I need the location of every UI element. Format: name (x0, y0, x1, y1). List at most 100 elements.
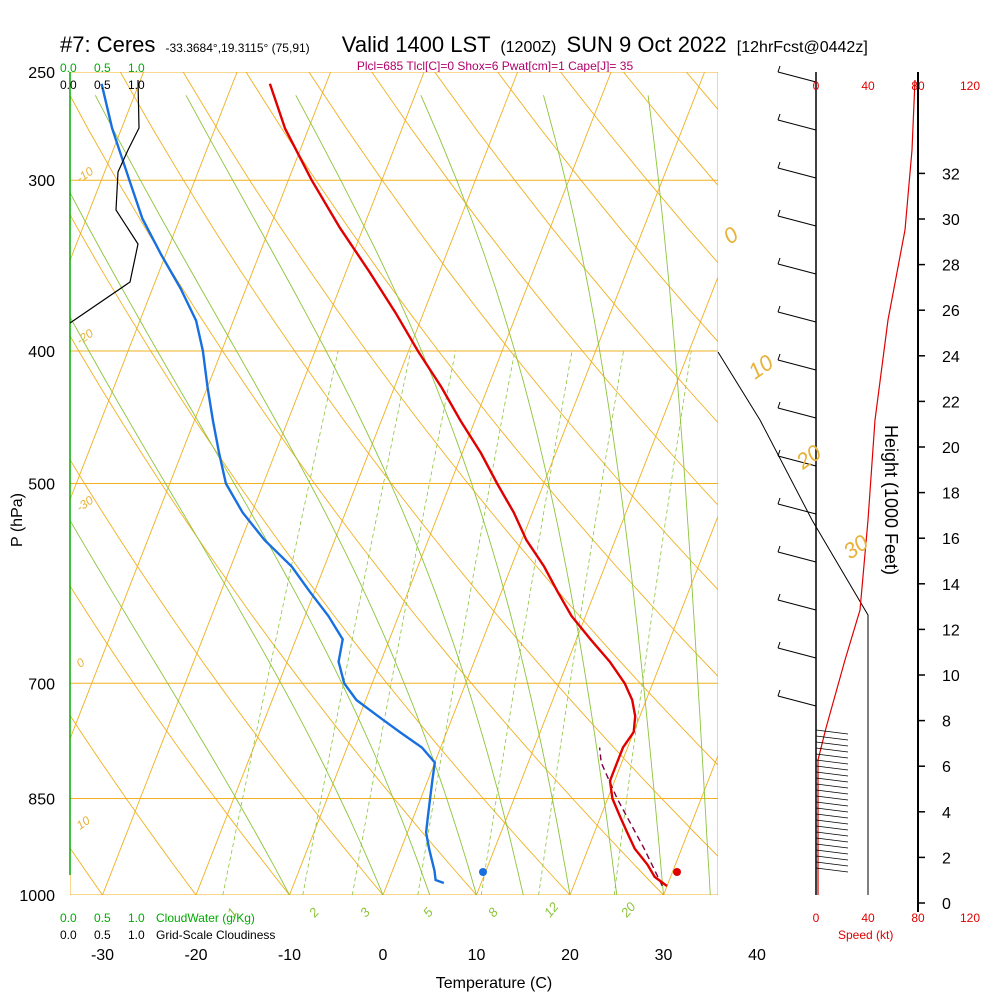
moist-adiabat (647, 95, 711, 895)
wind-barb-low (815, 837, 849, 843)
height-tick-6: 6 (942, 759, 951, 776)
mixing-ratio-line (302, 350, 412, 895)
chart-title: #7: Ceres -33.3684°,19.3115° (75,91) Val… (60, 32, 868, 57)
wind-barb-low (815, 819, 849, 825)
wind-barb-low (815, 807, 849, 813)
dry-adiabat (308, 72, 718, 591)
wind-barb-flag (777, 545, 781, 553)
mixing-ratio-line (222, 350, 339, 895)
pressure-tick-400: 400 (28, 344, 55, 361)
dry-adiabat (749, 72, 1000, 895)
speed-profile-line (817, 79, 916, 895)
cloud-black-1-bottom: 1.0 (128, 928, 145, 942)
height-tick-0: 0 (942, 896, 951, 913)
thermo-grid (70, 72, 1000, 895)
wind-barb-flag (777, 593, 781, 601)
isotherm-label: 10 (744, 349, 779, 384)
wind-barb (777, 455, 817, 467)
title-forecast: [12hrFcst@0442z] (737, 39, 868, 56)
dry-adiabat (70, 94, 664, 895)
dry-adiabat (182, 72, 718, 766)
dry-adiabat (685, 72, 718, 111)
cloud-green-0: 0.0 (60, 61, 77, 75)
wind-barb-low (815, 801, 849, 807)
mixing-ratio-line (538, 350, 624, 895)
pressure-tick-1000: 1000 (19, 888, 55, 905)
mixing-ratio-label: 3 (357, 904, 374, 920)
title-utc: (1200Z) (500, 39, 556, 56)
wind-barb-flag (777, 689, 781, 697)
moist-adiabat (420, 95, 618, 895)
moist-adiabat (543, 95, 664, 895)
wind-barb-flag (777, 113, 781, 121)
wind-barb-low (815, 747, 849, 753)
wind-barb-low (815, 789, 849, 795)
height-tick-18: 18 (942, 486, 960, 503)
parcel-path (598, 747, 663, 887)
mixing-ratio-label: 20 (617, 899, 639, 921)
moist-adiabat (94, 95, 477, 895)
cloud-black-0: 0.0 (60, 78, 77, 92)
y-axis-label: P (hPa) (9, 493, 26, 547)
wind-barb-flag (777, 401, 781, 409)
title-coords: -33.3684°,19.3115° (75,91) (166, 41, 310, 55)
wind-barb (777, 359, 817, 371)
height-tick-10: 10 (942, 668, 960, 685)
height-tick-4: 4 (942, 805, 951, 822)
speed-tick-0: 0 (813, 911, 820, 925)
wind-barb-flag (777, 449, 781, 457)
wind-barb-low (815, 783, 849, 789)
dry-adiabat (812, 72, 1000, 895)
wind-barb-low (815, 813, 849, 819)
moist-adiabat (295, 95, 571, 895)
dry-adiabat (70, 714, 197, 895)
isotherm-label: 0 (719, 221, 744, 249)
wind-panel (717, 65, 916, 895)
isotherm-line (70, 72, 238, 501)
moist-adiabat (70, 519, 290, 895)
height-tick-30: 30 (942, 212, 960, 229)
wind-barb (777, 215, 817, 227)
title-station: #7: Ceres (60, 32, 155, 57)
isotherm-label: 30 (839, 529, 874, 564)
speed-tick-80: 80 (911, 911, 925, 925)
height-tick-32: 32 (942, 166, 960, 183)
moist-adiabat (70, 191, 431, 895)
wind-barb-low (815, 855, 849, 861)
speed-scale-top: 0 40 80 120 (813, 79, 981, 93)
dry-adiabat (70, 334, 477, 895)
moist-adiabat (70, 315, 384, 895)
height-tick-22: 22 (942, 394, 960, 411)
wind-panel-boundary (717, 351, 869, 895)
wind-barb-low (815, 741, 849, 747)
mixing-ratio-line (480, 350, 573, 895)
wind-barb (777, 695, 817, 707)
cloud-black-0-bottom: 0.0 (60, 928, 77, 942)
wind-barb (777, 71, 817, 83)
wind-barb-low (815, 849, 849, 855)
wind-barb-flag (777, 641, 781, 649)
temp-tick-20: 20 (561, 947, 579, 964)
wind-barb (777, 311, 817, 323)
temp-tick--20: -20 (184, 947, 207, 964)
height-tick-2: 2 (942, 850, 951, 867)
cloud-green-05: 0.5 (94, 61, 111, 75)
isotherm-line (102, 72, 425, 895)
isotherm-label: -10 (74, 164, 97, 186)
temperature-line (268, 83, 668, 887)
speed-tick-40: 40 (861, 911, 875, 925)
indices-line: Plcl=685 Tlcl[C]=0 Shox=6 Pwat[cm]=1 Cap… (357, 59, 634, 73)
wind-barb (777, 407, 817, 419)
cloud-black-05: 0.5 (94, 78, 111, 92)
mixing-ratio-label: 2 (305, 904, 322, 921)
wind-barb (777, 263, 817, 275)
isotherm-line (70, 72, 332, 741)
cloud-green-1-bottom: 1.0 (128, 911, 145, 925)
pressure-tick-700: 700 (28, 676, 55, 693)
mixing-ratio-line (613, 350, 692, 895)
cloud-black-05-bottom: 0.5 (94, 928, 111, 942)
wind-barb (777, 599, 817, 611)
dry-adiabat (119, 72, 718, 857)
height-tick-8: 8 (942, 714, 951, 731)
